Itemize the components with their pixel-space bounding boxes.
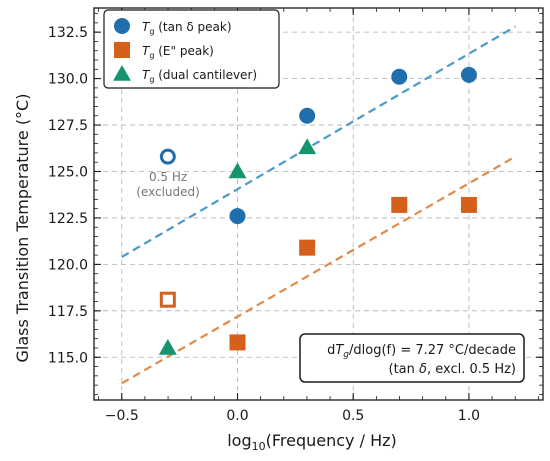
legend-marker: [114, 42, 130, 58]
fit-line: [121, 155, 516, 385]
legend-label: Tg (E" peak): [142, 44, 214, 60]
x-tick-label: 1.0: [458, 408, 480, 424]
fit-lines: [121, 25, 516, 385]
data-point: [299, 107, 316, 124]
data-point: [460, 196, 477, 213]
data-point: [228, 162, 247, 179]
y-tick-label: 115.0: [48, 350, 88, 366]
ticks: −0.5 0.0 0.5 1.0 115.0 117.5 120.0 122.5 125.0 12…: [48, 8, 543, 424]
data-point: [229, 208, 246, 225]
x-tick-label: 0.0: [226, 408, 248, 424]
plot-frame: [93, 7, 544, 401]
data-point: [299, 239, 316, 256]
excluded-point: [159, 148, 176, 165]
y-tick-label: 120.0: [48, 257, 88, 273]
info-box-frame: [299, 333, 525, 383]
x-axis-title: log10(Frequency / Hz): [227, 431, 397, 453]
data-point: [391, 68, 408, 85]
excluded-point: [159, 291, 176, 308]
y-tick-label: 122.5: [48, 211, 88, 227]
data-point: [298, 138, 317, 155]
y-tick-label: 127.5: [48, 118, 88, 134]
excluded-annotation-line2: (excluded): [136, 185, 200, 199]
x-tick-label: 0.5: [342, 408, 364, 424]
info-box-line1: dTg/dlog(f) = 7.27 °C/decade: [327, 343, 516, 360]
data-points: [158, 66, 477, 355]
y-tick-label: 132.5: [48, 25, 88, 41]
legend: Tg (tan δ peak) Tg (E" peak) Tg (dual cant…: [103, 9, 280, 89]
legend-label: Tg (tan δ peak): [142, 20, 232, 36]
x-tick-label: −0.5: [105, 408, 139, 424]
y-tick-label: 130.0: [48, 72, 88, 88]
y-tick-label: 125.0: [48, 164, 88, 180]
y-tick-label: 117.5: [48, 304, 88, 320]
excluded-annotation-line1: 0.5 Hz: [149, 170, 187, 184]
x-axis-title-log: log: [227, 431, 251, 450]
info-box-line2: (tan δ, excl. 0.5 Hz): [389, 362, 517, 377]
data-point: [158, 338, 177, 355]
legend-label: Tg (dual cantilever): [142, 68, 257, 84]
legend-frame: [103, 9, 280, 89]
x-axis-title-rest: (Frequency / Hz): [266, 431, 397, 450]
fit-line: [121, 25, 516, 258]
excluded-annotation: 0.5 Hz (excluded): [136, 170, 200, 199]
data-point: [460, 66, 477, 83]
legend-marker: [114, 18, 130, 34]
legend-marker: [113, 65, 131, 81]
data-point: [229, 334, 246, 351]
x-axis-title-sub: 10: [252, 440, 266, 453]
info-box: dTg/dlog(f) = 7.27 °C/decade (tan δ, exc…: [299, 333, 525, 383]
y-axis-title: Glass Transition Temperature (°C): [13, 94, 32, 363]
data-point: [391, 196, 408, 213]
